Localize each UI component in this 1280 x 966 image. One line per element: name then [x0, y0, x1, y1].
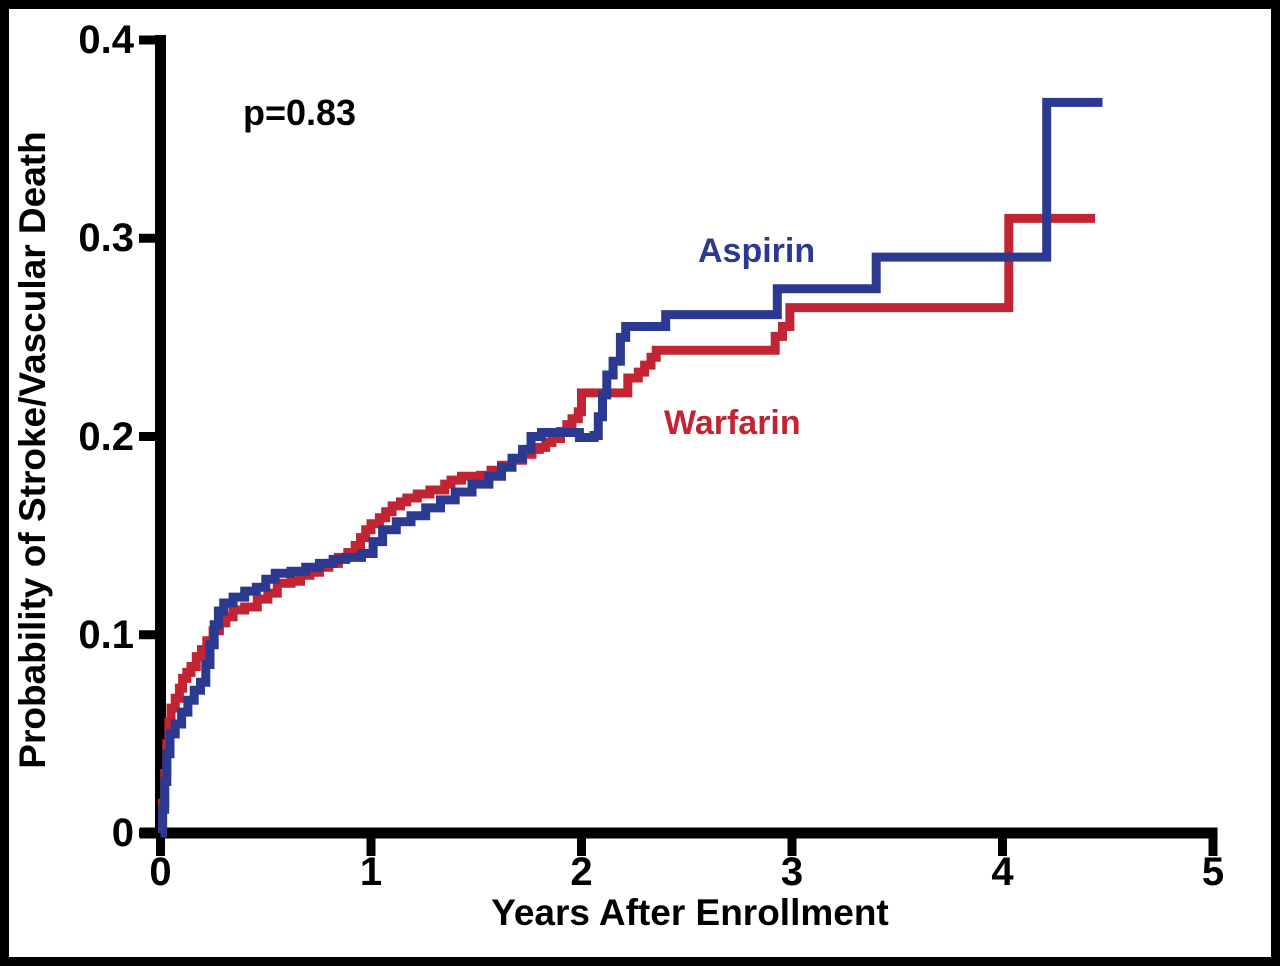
x-tick-label: 1: [359, 850, 383, 894]
x-tick-label: 2: [570, 850, 593, 894]
series-label-aspirin: Aspirin: [698, 232, 816, 270]
y-axis-title: Probability of Stroke/Vascular Death: [12, 131, 53, 769]
x-tick-label: 5: [1201, 850, 1225, 894]
y-tick-label: 0.1: [78, 612, 134, 657]
x-tick-label: 4: [991, 850, 1014, 894]
x-axis-title: Years After Enrollment: [491, 892, 889, 933]
y-tick-label: 0: [111, 811, 134, 855]
x-tick-label: 3: [780, 850, 804, 894]
p-value-annotation: p=0.83: [243, 92, 357, 133]
y-tick-label: 0.4: [78, 18, 134, 62]
y-tick-label: 0.3: [78, 216, 134, 261]
x-tick-label: 0: [149, 850, 172, 894]
series-label-warfarin: Warfarin: [664, 404, 801, 442]
aspirin-curve: [158, 97, 1103, 838]
y-tick-label: 0.2: [78, 414, 134, 459]
warfarin-curve: [158, 213, 1096, 838]
